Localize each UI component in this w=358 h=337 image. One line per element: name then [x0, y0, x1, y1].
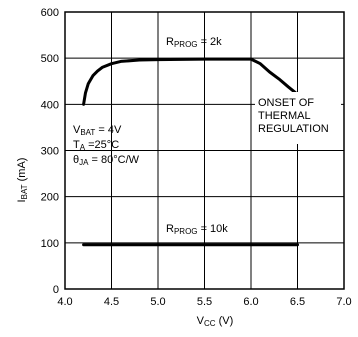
plot-frame — [64, 11, 345, 290]
x-axis-label: VCC (V) — [197, 315, 234, 328]
onset-label-line-2: THERMAL — [258, 110, 311, 122]
vbat-condition: VBAT = 4V — [73, 124, 122, 137]
y-tick-label-6: 600 — [41, 7, 59, 19]
x-tick-label-2: 5.0 — [150, 296, 165, 308]
x-tick-label-1: 4.5 — [104, 296, 119, 308]
series — [82, 57, 299, 247]
x-tick-labels: 4.0 4.5 5.0 5.5 6.0 6.5 7.0 — [57, 296, 351, 308]
theta-condition: θJA = 80°C/W — [73, 154, 140, 167]
y-tick-label-2: 200 — [41, 192, 59, 204]
ta-condition: TA =25°C — [73, 139, 119, 152]
y-tick-label-1: 100 — [41, 238, 59, 250]
y-tick-label-0: 0 — [53, 284, 59, 296]
series-line-0 — [82, 57, 298, 106]
y-tick-label-3: 300 — [41, 146, 59, 158]
x-tick-label-4: 6.0 — [243, 296, 258, 308]
rprog-2k-label: RPROG = 2k — [166, 36, 222, 49]
rprog-10k-label: RPROG = 10k — [166, 223, 228, 236]
x-tick-label-0: 4.0 — [57, 296, 72, 308]
y-tick-label-5: 500 — [41, 53, 59, 65]
y-tick-label-4: 400 — [41, 99, 59, 111]
onset-label-line-1: ONSET OF — [258, 97, 314, 109]
x-tick-label-5: 6.5 — [290, 296, 305, 308]
y-tick-labels: 0 100 200 300 400 500 600 — [41, 7, 59, 296]
x-tick-label-6: 7.0 — [336, 296, 351, 308]
onset-label-background — [255, 92, 341, 144]
y-axis-label: IBAT (mA) — [16, 158, 29, 203]
onset-label-line-3: REGULATION — [258, 123, 329, 135]
x-tick-label-3: 5.5 — [197, 296, 212, 308]
